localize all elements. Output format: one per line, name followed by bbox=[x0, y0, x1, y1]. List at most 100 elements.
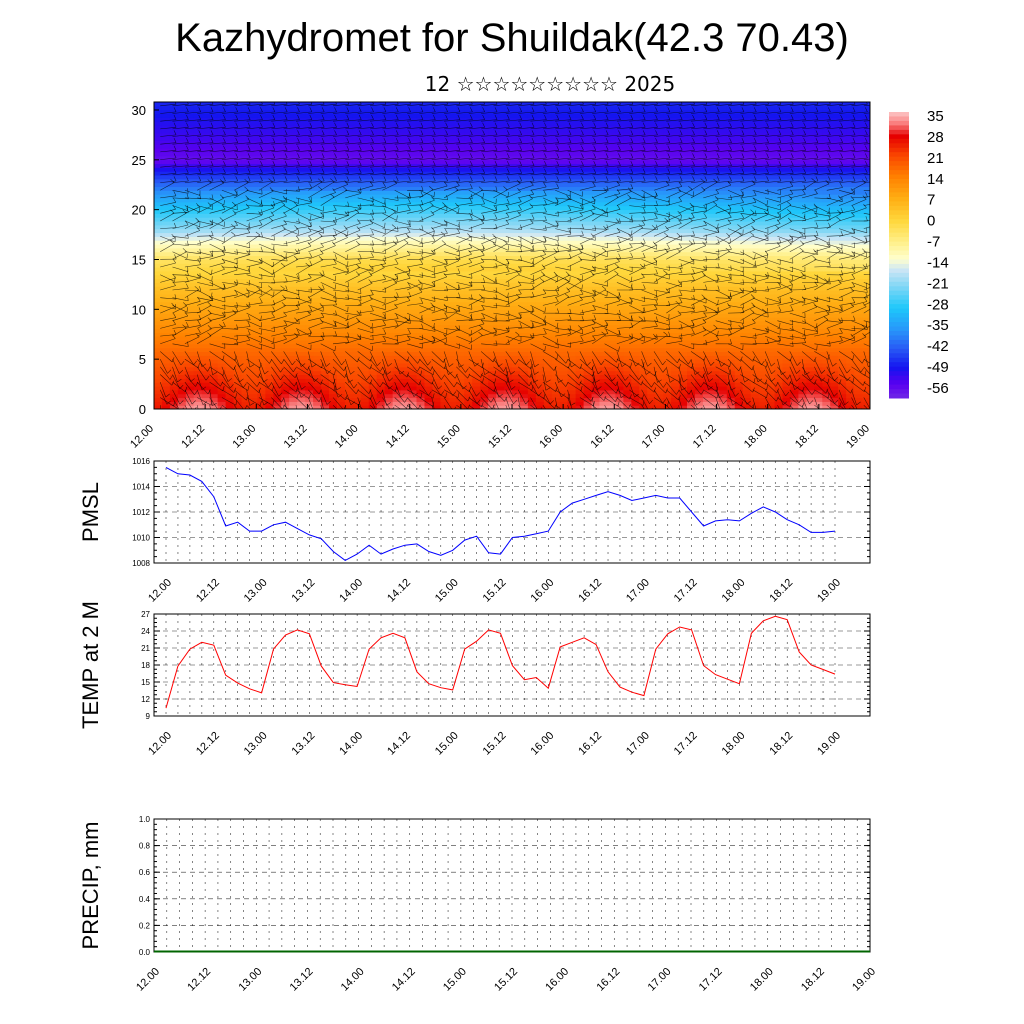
temperature-cell bbox=[456, 140, 465, 145]
temperature-cell bbox=[615, 382, 624, 387]
temperature-cell bbox=[297, 393, 306, 399]
temperature-cell bbox=[615, 186, 624, 191]
temperature-cell bbox=[217, 389, 227, 395]
temperature-cell bbox=[527, 405, 537, 409]
temperature-cell bbox=[249, 393, 259, 399]
temperature-cell bbox=[201, 267, 211, 272]
temperature-cell bbox=[281, 243, 290, 249]
temperature-cell bbox=[488, 243, 497, 249]
temperature-cell bbox=[344, 167, 354, 172]
temperature-cell bbox=[583, 171, 593, 176]
temperature-cell bbox=[154, 274, 163, 280]
temperature-cell bbox=[154, 328, 163, 333]
temperature-cell bbox=[583, 401, 593, 406]
temperature-cell bbox=[249, 336, 259, 341]
temperature-cell bbox=[161, 393, 171, 399]
temperature-cell bbox=[464, 393, 473, 399]
temperature-cell bbox=[591, 389, 601, 395]
temperature-cell bbox=[297, 178, 306, 184]
temperature-cell bbox=[535, 132, 545, 138]
temperature-cell bbox=[209, 194, 219, 199]
temperature-cell bbox=[400, 324, 410, 330]
temperature-cell bbox=[241, 140, 251, 145]
temperature-cell bbox=[321, 132, 330, 138]
temperature-cell bbox=[336, 205, 346, 211]
temperature-cell bbox=[512, 374, 521, 379]
temperature-cell bbox=[551, 385, 561, 391]
temperature-cell bbox=[400, 389, 410, 395]
temperature-cell bbox=[368, 389, 378, 395]
temperature-cell bbox=[249, 309, 259, 314]
temperature-cell bbox=[631, 347, 640, 353]
temperature-cell bbox=[249, 366, 259, 372]
temperature-cell bbox=[241, 305, 251, 310]
temperature-cell bbox=[376, 171, 386, 176]
temperature-cell bbox=[344, 228, 354, 234]
temperature-cell bbox=[567, 290, 577, 295]
temperature-cell bbox=[551, 125, 561, 130]
temperature-cell bbox=[289, 401, 298, 406]
temperature-cell bbox=[623, 401, 632, 406]
temperature-cell bbox=[233, 336, 243, 341]
temperature-cell bbox=[583, 240, 593, 245]
temperature-cell bbox=[249, 186, 259, 191]
temperature-cell bbox=[591, 236, 601, 241]
temperature-cell bbox=[591, 343, 601, 349]
temperature-cell bbox=[440, 178, 449, 184]
temperature-cell bbox=[543, 224, 553, 230]
temperature-cell bbox=[209, 263, 219, 268]
temperature-cell bbox=[607, 339, 617, 345]
temperature-cell bbox=[257, 105, 266, 111]
temperature-cell bbox=[225, 136, 235, 141]
temperature-cell bbox=[448, 332, 457, 337]
temperature-cell bbox=[392, 201, 402, 207]
temperature-cell bbox=[472, 105, 481, 111]
temperature-cell bbox=[408, 385, 418, 391]
temperature-cell bbox=[193, 339, 203, 345]
temperature-cell bbox=[543, 136, 553, 141]
temperature-cell bbox=[313, 232, 322, 237]
temperature-cell bbox=[313, 109, 322, 115]
temperature-cell bbox=[408, 178, 418, 184]
temperature-cell bbox=[305, 332, 314, 337]
temperature-cell bbox=[273, 355, 282, 360]
temperature-cell bbox=[161, 182, 171, 188]
temperature-cell bbox=[599, 151, 609, 157]
temperature-cell bbox=[496, 128, 505, 134]
temperature-cell bbox=[631, 382, 640, 387]
temperature-cell bbox=[456, 301, 465, 306]
temperature-cell bbox=[241, 259, 251, 264]
temperature-cell bbox=[583, 378, 593, 383]
temperature-cell bbox=[408, 324, 418, 330]
temperature-cell bbox=[408, 117, 418, 122]
temperature-cell bbox=[631, 282, 640, 287]
temperature-cell bbox=[408, 263, 418, 268]
temperature-cell bbox=[591, 263, 601, 268]
temperature-cell bbox=[408, 320, 418, 326]
temperature-cell bbox=[177, 113, 187, 118]
temperature-cell bbox=[273, 336, 282, 341]
temperature-cell bbox=[416, 324, 426, 330]
temperature-cell bbox=[424, 343, 434, 349]
temperature-cell bbox=[448, 148, 457, 153]
temperature-cell bbox=[368, 217, 378, 222]
temperature-cell bbox=[305, 362, 314, 368]
temperature-cell bbox=[647, 347, 656, 353]
temperature-cell bbox=[368, 282, 378, 287]
temperature-cell bbox=[177, 282, 187, 287]
temperature-cell bbox=[519, 151, 529, 157]
temperature-cell bbox=[551, 190, 561, 195]
temperature-cell bbox=[615, 385, 624, 391]
temperature-cell bbox=[249, 105, 259, 111]
temperature-cell bbox=[535, 140, 545, 145]
temperature-cell bbox=[177, 293, 187, 299]
temperature-cell bbox=[344, 251, 354, 257]
temperature-cell bbox=[352, 282, 362, 287]
temperature-cell bbox=[313, 301, 322, 306]
temperature-cell bbox=[384, 347, 394, 353]
temperature-cell bbox=[456, 128, 465, 134]
temperature-cell bbox=[225, 151, 235, 157]
temperature-cell bbox=[249, 217, 259, 222]
temperature-cell bbox=[440, 405, 449, 409]
temperature-cell bbox=[336, 220, 346, 226]
